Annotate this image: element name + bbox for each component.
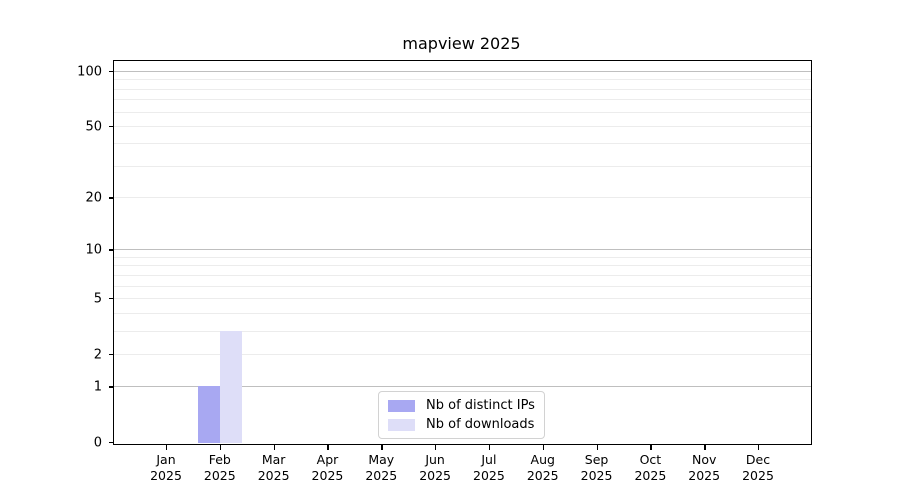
legend-item-distinct-ips: Nb of distinct IPs	[388, 398, 535, 413]
gridline-minor	[114, 99, 811, 101]
y-tick-label: 20	[85, 190, 102, 206]
x-tick-mark	[542, 445, 545, 450]
y-tick-mark	[109, 353, 114, 356]
gridline-major	[114, 71, 811, 72]
legend-label-distinct-ips: Nb of distinct IPs	[426, 398, 535, 413]
gridline-minor	[114, 125, 811, 127]
bar-distinct-ips-feb	[197, 386, 220, 443]
plot-area	[113, 60, 812, 445]
y-tick-mark	[109, 197, 114, 199]
gridline-minor	[114, 312, 811, 314]
x-tick-mark	[273, 445, 276, 450]
gridline-minor	[114, 265, 811, 267]
x-tick-label-jun: Jun 2025	[419, 452, 451, 483]
x-tick-mark	[327, 445, 329, 450]
y-tick-label: 2	[93, 347, 102, 363]
x-tick-label-oct: Oct 2025	[634, 452, 667, 483]
gridline-major	[114, 249, 811, 251]
y-tick-mark	[109, 125, 114, 128]
gridline-minor	[114, 165, 811, 167]
x-tick-mark	[704, 445, 706, 450]
x-tick-label-sep: Sep 2025	[580, 452, 613, 483]
gridline-minor	[114, 353, 811, 355]
x-tick-label-jul: Jul 2025	[473, 452, 505, 483]
x-tick-mark	[596, 445, 598, 450]
x-tick-label-mar: Mar 2025	[257, 452, 290, 483]
legend-swatch-distinct-ips-icon	[388, 399, 415, 412]
gridline-minor	[114, 297, 811, 299]
gridline-minor	[114, 330, 811, 332]
gridline-major	[114, 386, 811, 388]
x-tick-mark	[435, 445, 437, 450]
x-tick-mark	[758, 445, 760, 450]
y-tick-label: 5	[93, 291, 102, 307]
x-tick-label-dec: Dec 2025	[742, 452, 774, 483]
bar-downloads-feb	[219, 330, 242, 443]
gridline-minor	[114, 111, 811, 113]
x-tick-label-apr: Apr 2025	[311, 452, 344, 483]
legend-swatch-downloads-icon	[388, 418, 415, 431]
gridline-minor	[114, 143, 811, 145]
y-tick-label: 100	[77, 64, 102, 80]
gridline-minor	[114, 285, 811, 287]
x-tick-label-may: May 2025	[365, 452, 398, 483]
legend-item-downloads: Nb of downloads	[388, 417, 535, 432]
x-tick-label-nov: Nov 2025	[688, 452, 721, 483]
y-tick-mark	[109, 297, 114, 300]
gridline-minor	[114, 88, 811, 90]
y-tick-label: 10	[85, 242, 102, 258]
x-tick-mark	[488, 445, 491, 450]
y-tick-mark	[109, 249, 114, 251]
chart-title: mapview 2025	[402, 34, 521, 53]
x-tick-mark	[650, 445, 652, 450]
gridline-minor	[114, 197, 811, 199]
gridline-minor	[114, 256, 811, 258]
y-tick-mark	[109, 386, 114, 388]
x-tick-mark	[166, 445, 168, 450]
legend-label-downloads: Nb of downloads	[426, 417, 535, 432]
legend: Nb of distinct IPs Nb of downloads	[378, 391, 545, 439]
y-tick-label: 0	[93, 435, 102, 451]
gridline-minor	[114, 274, 811, 276]
y-tick-mark	[109, 442, 114, 444]
x-tick-label-jan: Jan 2025	[150, 452, 182, 483]
y-tick-label: 50	[85, 119, 102, 135]
x-tick-label-feb: Feb 2025	[203, 452, 236, 483]
x-tick-label-aug: Aug 2025	[526, 452, 559, 483]
y-tick-mark	[109, 71, 114, 73]
x-tick-mark	[219, 445, 222, 450]
gridline-minor	[114, 79, 811, 81]
y-tick-label: 1	[93, 379, 102, 395]
x-tick-mark	[381, 445, 383, 450]
